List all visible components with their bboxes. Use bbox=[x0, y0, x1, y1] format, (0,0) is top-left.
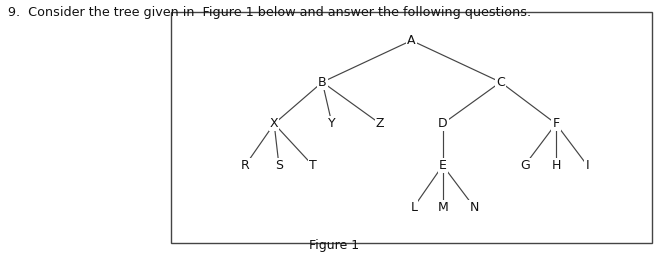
Text: T: T bbox=[309, 159, 316, 172]
Text: Y: Y bbox=[328, 117, 336, 130]
Text: S: S bbox=[275, 159, 283, 172]
Text: D: D bbox=[438, 117, 448, 130]
Text: G: G bbox=[520, 159, 529, 172]
Text: H: H bbox=[551, 159, 561, 172]
Text: E: E bbox=[439, 159, 447, 172]
Text: L: L bbox=[410, 200, 417, 214]
Text: I: I bbox=[585, 159, 589, 172]
Text: C: C bbox=[496, 76, 505, 89]
Text: N: N bbox=[470, 200, 479, 214]
Text: M: M bbox=[438, 200, 448, 214]
Text: Z: Z bbox=[376, 117, 385, 130]
Text: F: F bbox=[553, 117, 559, 130]
Text: R: R bbox=[241, 159, 250, 172]
Text: X: X bbox=[270, 117, 278, 130]
Text: A: A bbox=[407, 34, 415, 47]
Text: B: B bbox=[318, 76, 326, 89]
Text: 9.  Consider the tree given in  Figure 1 below and answer the following question: 9. Consider the tree given in Figure 1 b… bbox=[8, 6, 531, 20]
Text: Figure 1: Figure 1 bbox=[310, 239, 359, 252]
